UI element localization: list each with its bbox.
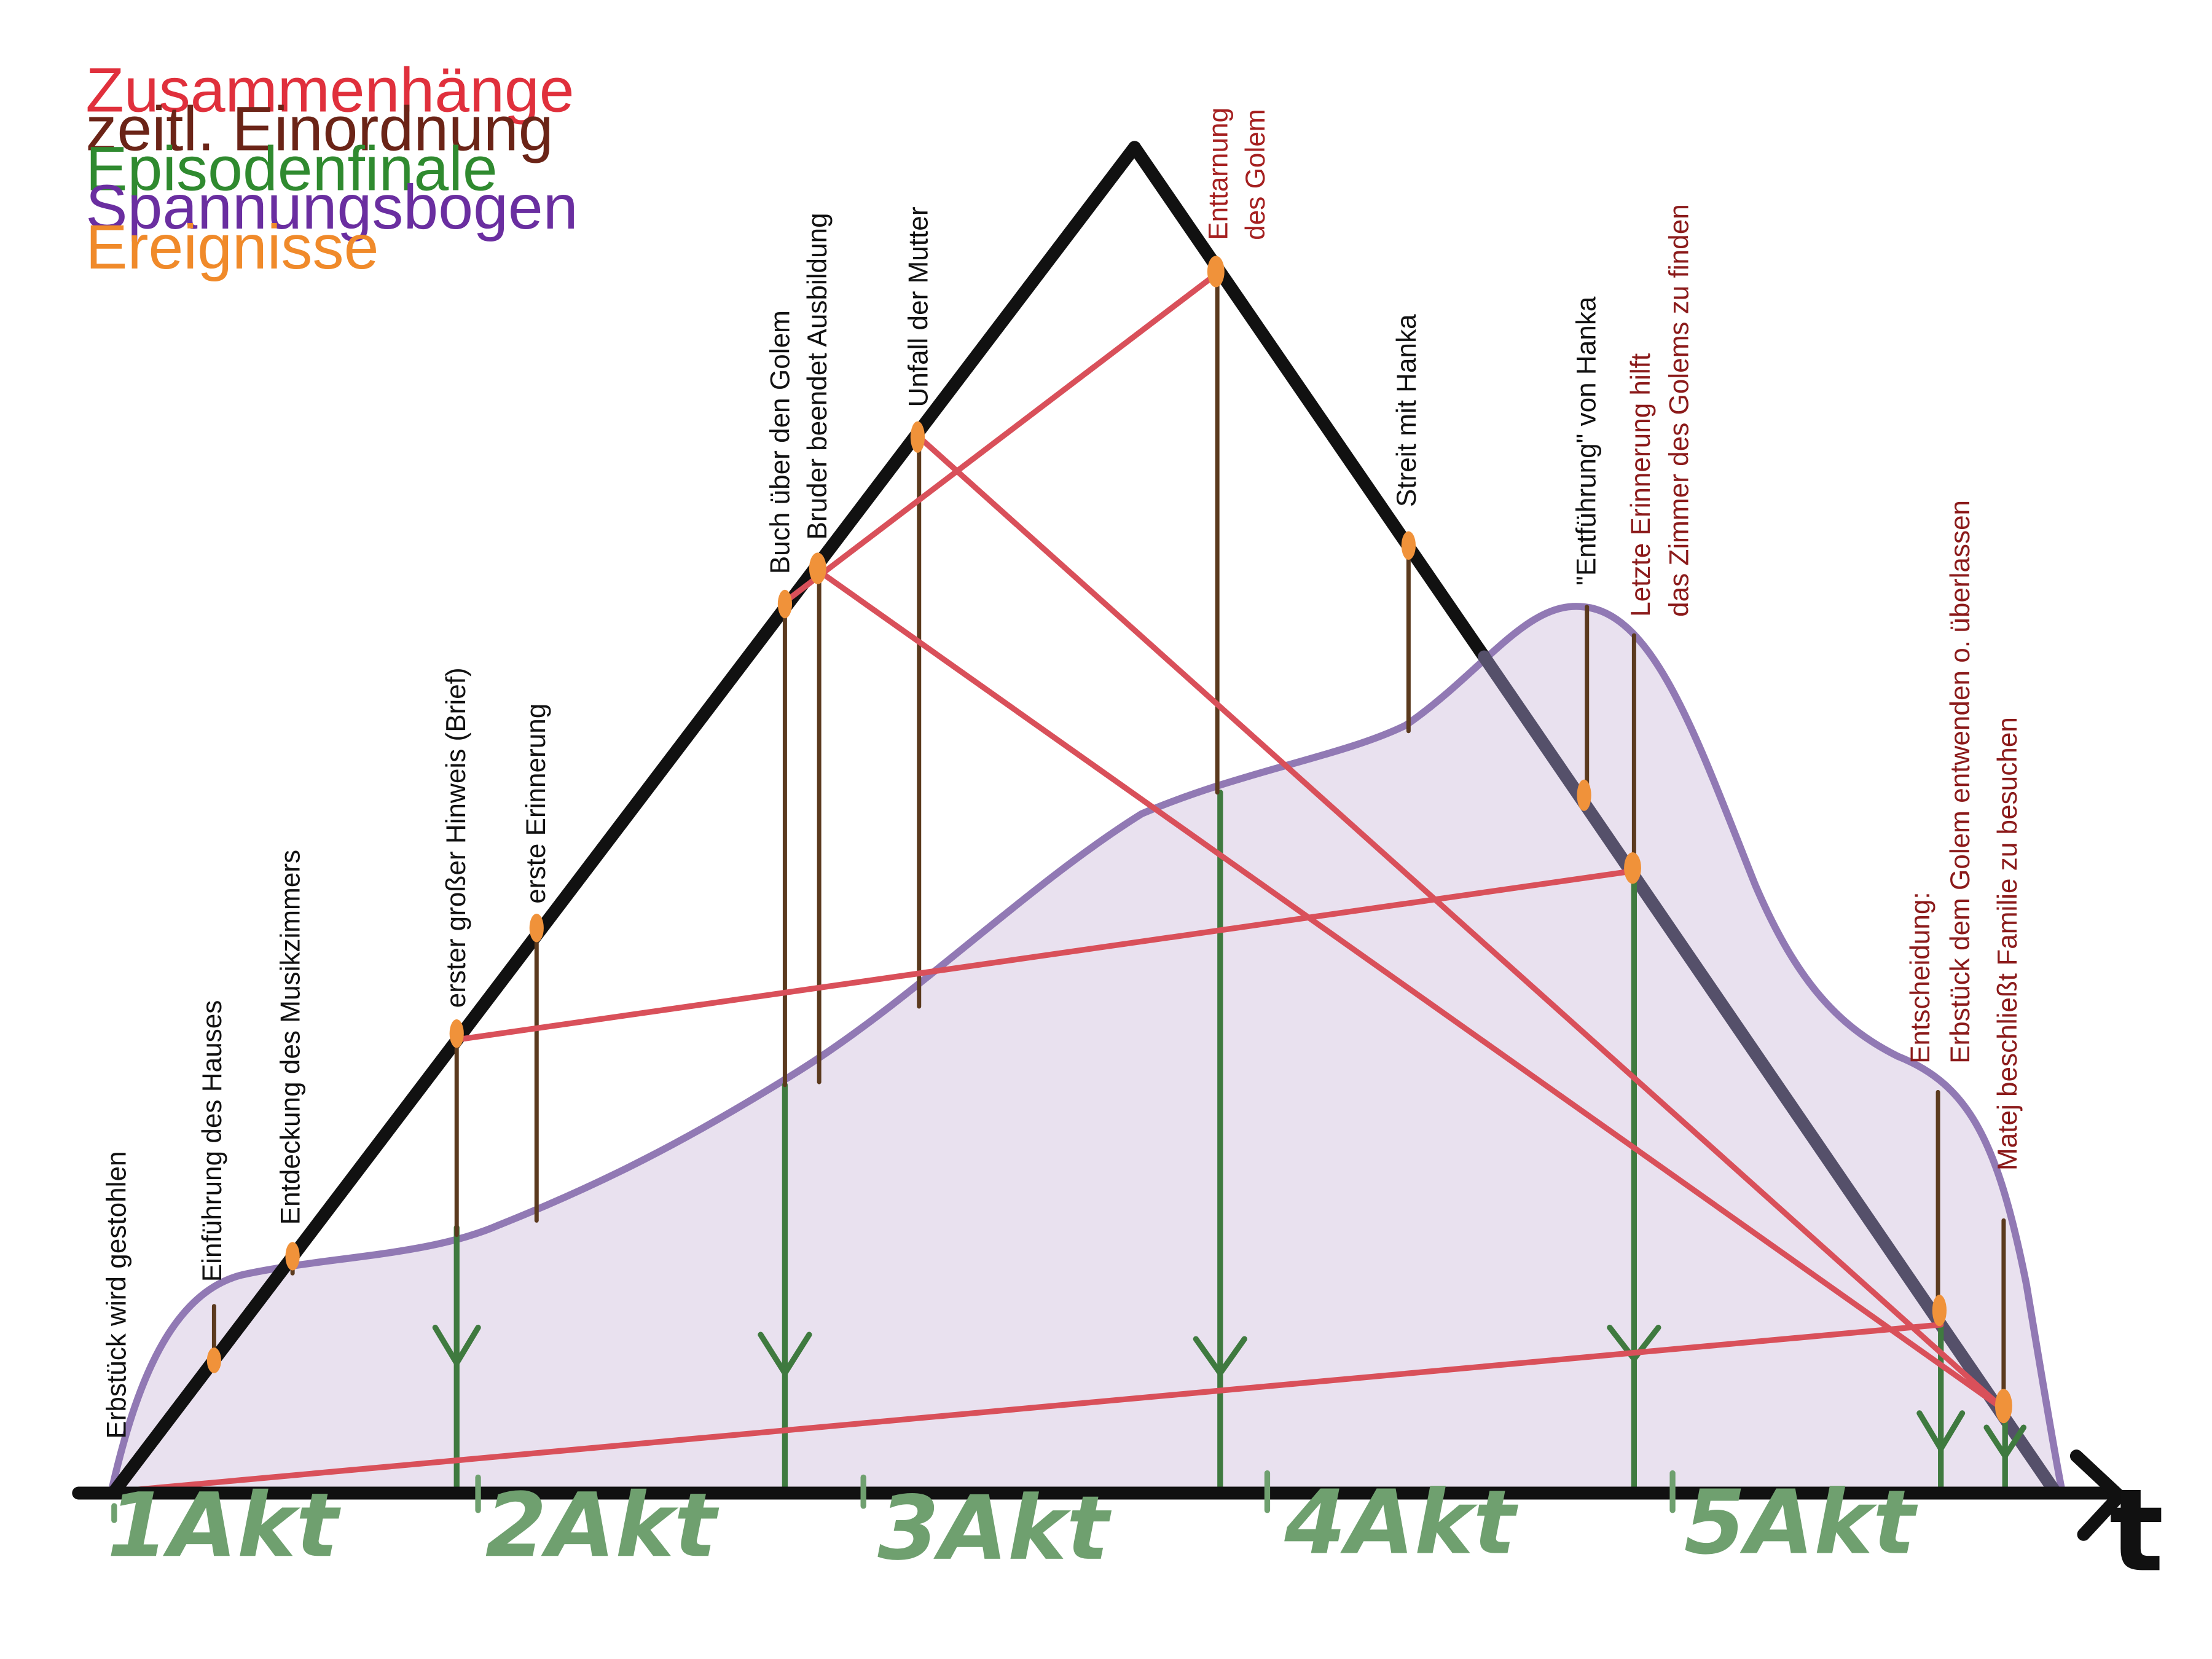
event-label-enttarnung-1: Enttarnung (1203, 108, 1233, 240)
event-marker-enttarnung (1207, 256, 1225, 288)
event-label-matej: Matej beschließt Familie zu besuchen (1993, 717, 2023, 1171)
event-label-unfall: Unfall der Mutter (904, 206, 934, 407)
connections (111, 271, 2008, 1495)
connection-erbstueck-entscheidung (111, 1322, 1944, 1495)
episode-finale-5 (1916, 1310, 1966, 1499)
episode-finales (432, 789, 2027, 1499)
event-marker-buch (777, 589, 793, 619)
act-labels: 1Akt 2Akt 3Akt 4Akt 5Akt (107, 1471, 1918, 1580)
event-label-letzte-1: Letzte Erinnerung hilft (1626, 353, 1656, 617)
legend-ereignisse: Ereignisse (85, 211, 378, 282)
event-marker-hinweis (449, 1019, 464, 1048)
act-label-3: 3Akt (877, 1477, 1112, 1580)
event-label-bruder: Bruder beendet Ausbildung (802, 213, 833, 539)
event-label-hinweis: erster großer Hinweis (Brief) (441, 667, 471, 1008)
legend: Zusammenhänge zeitl. Einordnung Episoden… (85, 55, 578, 282)
event-label-enttarnung-2: des Golem (1241, 109, 1271, 240)
event-label-streit: Streit mit Hanka (1392, 314, 1422, 507)
event-marker-bruder (809, 552, 826, 584)
event-marker-haus (206, 1347, 221, 1373)
connection-bruder-matej (816, 568, 2008, 1413)
episode-finale-1 (432, 1225, 481, 1499)
event-label-letzte-2: das Zimmer des Golems zu finden (1665, 204, 1695, 617)
legend-zeitl-einordnung: zeitl. Einordnung (85, 93, 553, 163)
triangle-rising (108, 141, 1141, 1499)
triangle-falling-upper (1128, 141, 1491, 664)
episode-finale-4 (1607, 868, 1661, 1499)
legend-spannungsbogen: Spannungsbogen (85, 171, 578, 242)
event-marker-streit (1401, 531, 1416, 560)
event-marker-entscheidung (1932, 1295, 1947, 1327)
connection-buch-enttarnung (785, 271, 1219, 603)
event-label-entscheidung-1: Entscheidung: (1905, 892, 1936, 1064)
act-label-4: 4Akt (1284, 1471, 1518, 1574)
event-label-erbstueck: Erbstück wird gestohlen (101, 1151, 131, 1438)
event-marker-unfall (910, 421, 925, 453)
act-ticks (111, 1470, 1676, 1523)
event-marker-erinnerung (529, 914, 544, 943)
event-marker-musik (285, 1242, 300, 1271)
act-label-5: 5Akt (1684, 1471, 1918, 1574)
event-labels: Erbstück wird gestohlen Einführung des H… (101, 108, 2022, 1439)
episode-finale-2 (758, 1082, 812, 1499)
tension-curve (108, 603, 2066, 1496)
legend-episodenfinale: Episodenfinale (85, 133, 497, 203)
axis-arrowhead (2069, 1449, 2126, 1541)
event-label-entscheidung-2: Erbstück dem Golem entwenden o. überlass… (1945, 500, 1975, 1064)
event-marker-letzte (1624, 852, 1641, 884)
act-label-2: 2Akt (485, 1473, 720, 1577)
act-label-1: 1Akt (107, 1473, 341, 1577)
event-label-musik: Entdeckung des Musikzimmers (276, 850, 306, 1225)
event-label-erinnerung: erste Erinnerung (521, 704, 551, 904)
event-label-haus: Einführung des Hauses (197, 1000, 227, 1282)
legend-zusammenhaenge: Zusammenhänge (85, 55, 574, 125)
event-label-buch: Buch über den Golem (765, 310, 795, 574)
episode-finale-6 (1983, 1410, 2027, 1499)
event-marker-matej (1994, 1389, 2012, 1424)
event-markers (206, 256, 2012, 1424)
event-label-entfuehrung: "Entführung" von Hanka (1572, 296, 1602, 586)
event-marker-entfuehrung (1577, 779, 1591, 811)
episode-finale-3 (1193, 789, 1247, 1499)
time-axis: t (72, 1449, 2164, 1597)
time-axis-label: t (2109, 1464, 2164, 1597)
connection-unfall-matej (916, 434, 2008, 1413)
